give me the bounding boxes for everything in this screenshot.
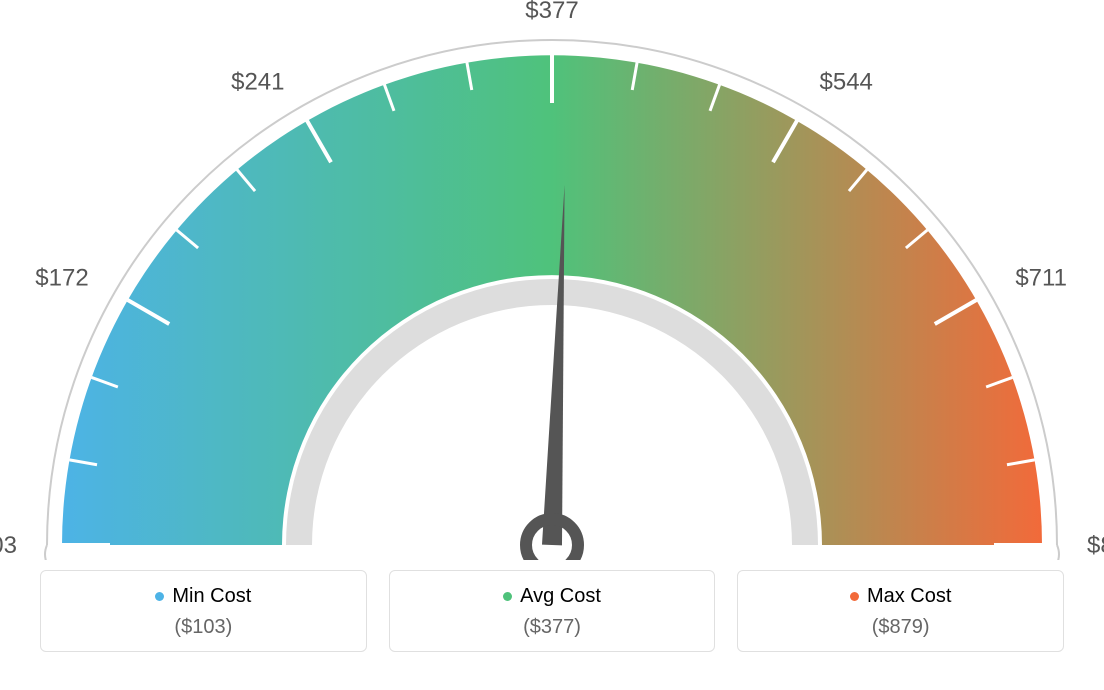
- legend-label-max: Max Cost: [850, 585, 951, 608]
- legend-row: Min Cost ($103) Avg Cost ($377) Max Cost…: [0, 570, 1104, 652]
- gauge-tick-label: $241: [231, 69, 284, 96]
- gauge-tick-label: $879: [1087, 532, 1104, 559]
- cost-gauge-chart: $103 $172 $241 $377 $544 $711 $879 Min Cost ($…: [0, 0, 1104, 690]
- gauge-area: $103 $172 $241 $377 $544 $711 $879: [0, 0, 1104, 560]
- gauge-svg: $103 $172 $241 $377 $544 $711 $879: [0, 0, 1104, 560]
- legend-dot-avg: [503, 592, 512, 601]
- gauge-outline-hook-right: [1051, 545, 1059, 560]
- legend-label-avg: Avg Cost: [503, 585, 601, 608]
- legend-label-min: Min Cost: [155, 585, 251, 608]
- legend-dot-min: [155, 592, 164, 601]
- legend-value-min: ($103): [51, 616, 356, 639]
- legend-text-min: Min Cost: [172, 585, 251, 608]
- gauge-tick-label: $103: [0, 532, 17, 559]
- legend-value-avg: ($377): [400, 616, 705, 639]
- legend-box-avg: Avg Cost ($377): [389, 570, 716, 652]
- gauge-tick-label: $711: [1015, 265, 1067, 292]
- legend-text-avg: Avg Cost: [520, 585, 601, 608]
- legend-value-max: ($879): [748, 616, 1053, 639]
- gauge-tick-label: $544: [820, 69, 873, 96]
- gauge-outline-hook-left: [45, 545, 53, 560]
- legend-text-max: Max Cost: [867, 585, 951, 608]
- gauge-tick-label: $377: [525, 0, 578, 24]
- gauge-tick-label: $172: [35, 265, 88, 292]
- legend-box-min: Min Cost ($103): [40, 570, 367, 652]
- legend-box-max: Max Cost ($879): [737, 570, 1064, 652]
- legend-dot-max: [850, 592, 859, 601]
